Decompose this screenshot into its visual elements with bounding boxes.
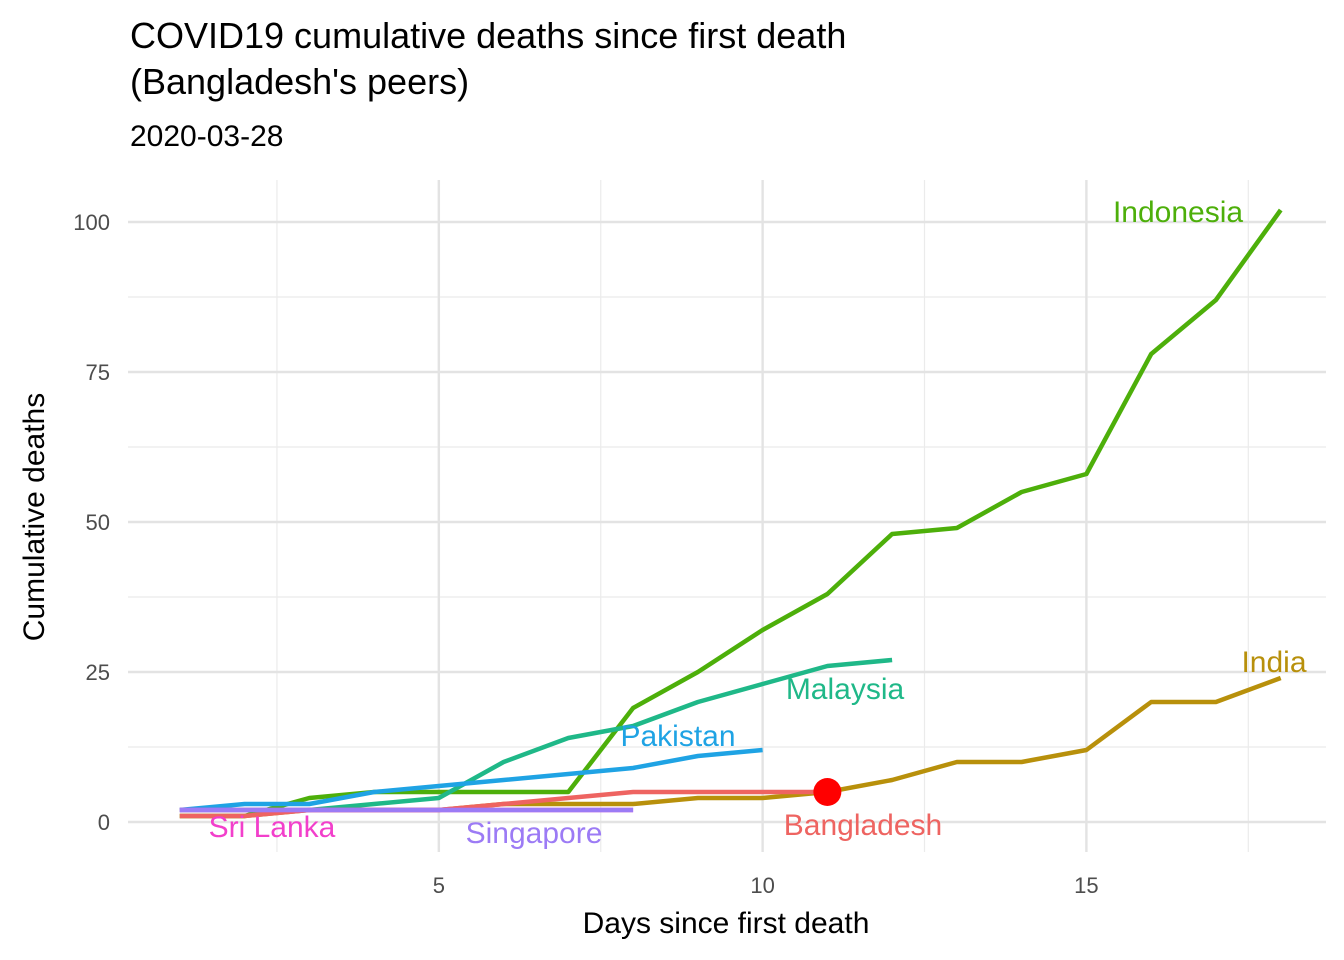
- y-tick-label: 75: [86, 360, 110, 385]
- y-tick-label: 100: [73, 210, 110, 235]
- y-axis-ticks: 0 25 50 75 100: [73, 210, 110, 835]
- series-label-singapore: Singapore: [466, 817, 603, 850]
- y-tick-label: 50: [86, 510, 110, 535]
- series-lines: [179, 208, 1283, 819]
- y-tick-label: 25: [86, 660, 110, 685]
- series-label-pakistan: Pakistan: [620, 720, 735, 753]
- series-label-bangladesh: Bangladesh: [784, 809, 942, 842]
- series-label-malaysia: Malaysia: [786, 673, 905, 706]
- minor-gridlines: [128, 180, 1326, 852]
- chart-title-line-2: (Bangladesh's peers): [130, 61, 470, 102]
- series-label-indonesia: Indonesia: [1113, 196, 1243, 229]
- series-label-sri-lanka: Sri Lanka: [209, 811, 336, 844]
- chart-subtitle: 2020-03-28: [130, 120, 284, 153]
- y-axis-title: Cumulative deaths: [18, 393, 51, 641]
- highlight-layer: [813, 778, 842, 806]
- x-axis-title: Days since first death: [583, 907, 870, 940]
- x-tick-label: 5: [433, 873, 445, 898]
- highlight-point: [813, 778, 842, 806]
- x-tick-label: 10: [750, 873, 774, 898]
- series-labels: Indonesia India Malaysia Pakistan Bangladesh…: [209, 196, 1307, 850]
- series-line-pakistan: [179, 747, 763, 813]
- x-tick-label: 15: [1074, 873, 1098, 898]
- chart-title-line-1: COVID19 cumulative deaths since first de…: [130, 15, 847, 56]
- series-label-india: India: [1241, 646, 1306, 679]
- chart-title: COVID19 cumulative deaths since first de…: [130, 14, 846, 106]
- x-axis-ticks: 5 10 15: [433, 873, 1099, 898]
- y-tick-label: 0: [98, 810, 110, 835]
- major-gridlines: [128, 180, 1326, 852]
